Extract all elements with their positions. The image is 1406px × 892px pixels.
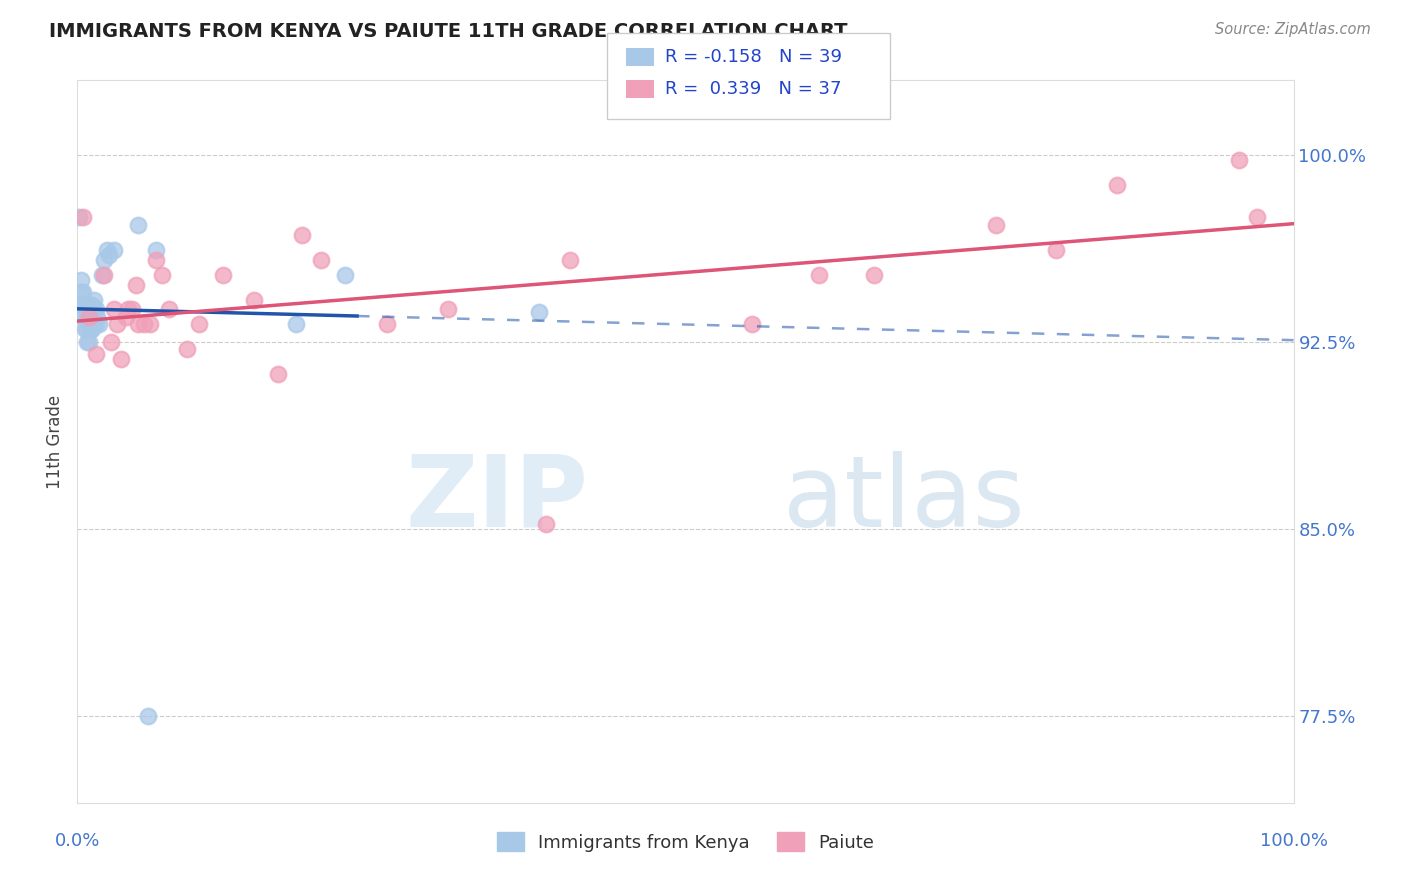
Point: [76, 334, 98, 349]
Point: [82, 318, 104, 332]
Point: [534, 516, 557, 531]
Point: [93, 252, 115, 267]
Point: [107, 318, 129, 332]
Point: [1107, 178, 1129, 192]
Point: [100, 334, 122, 349]
Point: [80, 322, 103, 336]
Point: [291, 227, 314, 242]
Point: [84, 347, 107, 361]
Point: [73, 297, 96, 311]
Point: [73, 322, 96, 336]
Point: [285, 318, 308, 332]
Point: [139, 318, 162, 332]
Point: [79, 334, 101, 349]
Point: [75, 297, 97, 311]
Y-axis label: 11th Grade: 11th Grade: [46, 394, 65, 489]
Point: [863, 268, 886, 282]
Point: [103, 302, 125, 317]
Point: [83, 293, 105, 307]
Point: [70, 285, 93, 299]
Point: [97, 248, 120, 262]
Point: [127, 218, 149, 232]
Point: [157, 302, 180, 317]
Point: [212, 268, 235, 282]
Point: [72, 211, 94, 225]
Point: [1227, 153, 1250, 167]
Point: [70, 297, 93, 311]
Text: ZIP: ZIP: [405, 450, 588, 548]
Point: [84, 302, 107, 317]
Text: 0.0%: 0.0%: [55, 831, 100, 850]
Point: [1246, 211, 1268, 225]
Point: [80, 322, 103, 336]
Point: [529, 305, 551, 319]
Point: [115, 310, 138, 324]
Point: [103, 243, 125, 257]
Point: [72, 285, 94, 299]
Point: [125, 277, 148, 292]
Text: 100.0%: 100.0%: [1260, 831, 1327, 850]
Point: [80, 297, 103, 311]
Point: [80, 302, 103, 317]
Point: [75, 310, 97, 324]
Point: [93, 268, 115, 282]
Point: [110, 352, 132, 367]
Point: [242, 293, 264, 307]
Point: [188, 318, 211, 332]
Point: [96, 243, 118, 257]
Point: [77, 310, 100, 324]
Point: [437, 302, 460, 317]
Point: [309, 252, 332, 267]
Point: [558, 252, 581, 267]
Point: [70, 272, 93, 286]
Point: [90, 268, 112, 282]
Point: [808, 268, 831, 282]
Point: [117, 302, 139, 317]
Point: [84, 318, 107, 332]
Point: [121, 302, 143, 317]
Point: [72, 310, 94, 324]
Point: [741, 318, 763, 332]
Point: [127, 318, 149, 332]
Text: Source: ZipAtlas.com: Source: ZipAtlas.com: [1215, 22, 1371, 37]
Point: [67, 211, 90, 225]
Point: [89, 318, 111, 332]
Text: R =  0.339   N = 37: R = 0.339 N = 37: [665, 80, 842, 98]
Text: R = -0.158   N = 39: R = -0.158 N = 39: [665, 48, 842, 66]
Point: [79, 310, 101, 324]
Point: [145, 243, 167, 257]
Legend: Immigrants from Kenya, Paiute: Immigrants from Kenya, Paiute: [489, 825, 882, 859]
Point: [136, 708, 159, 723]
Point: [267, 368, 290, 382]
Text: IMMIGRANTS FROM KENYA VS PAIUTE 11TH GRADE CORRELATION CHART: IMMIGRANTS FROM KENYA VS PAIUTE 11TH GRA…: [49, 22, 848, 41]
Point: [79, 310, 101, 324]
Point: [82, 302, 104, 317]
Point: [152, 268, 174, 282]
Point: [145, 252, 167, 267]
Text: atlas: atlas: [783, 450, 1025, 548]
Point: [1045, 243, 1067, 257]
Point: [76, 322, 98, 336]
Point: [77, 297, 100, 311]
Point: [984, 218, 1007, 232]
Point: [134, 318, 156, 332]
Point: [86, 310, 108, 324]
Point: [176, 343, 198, 357]
Point: [333, 268, 356, 282]
Point: [67, 297, 90, 311]
Point: [377, 318, 399, 332]
